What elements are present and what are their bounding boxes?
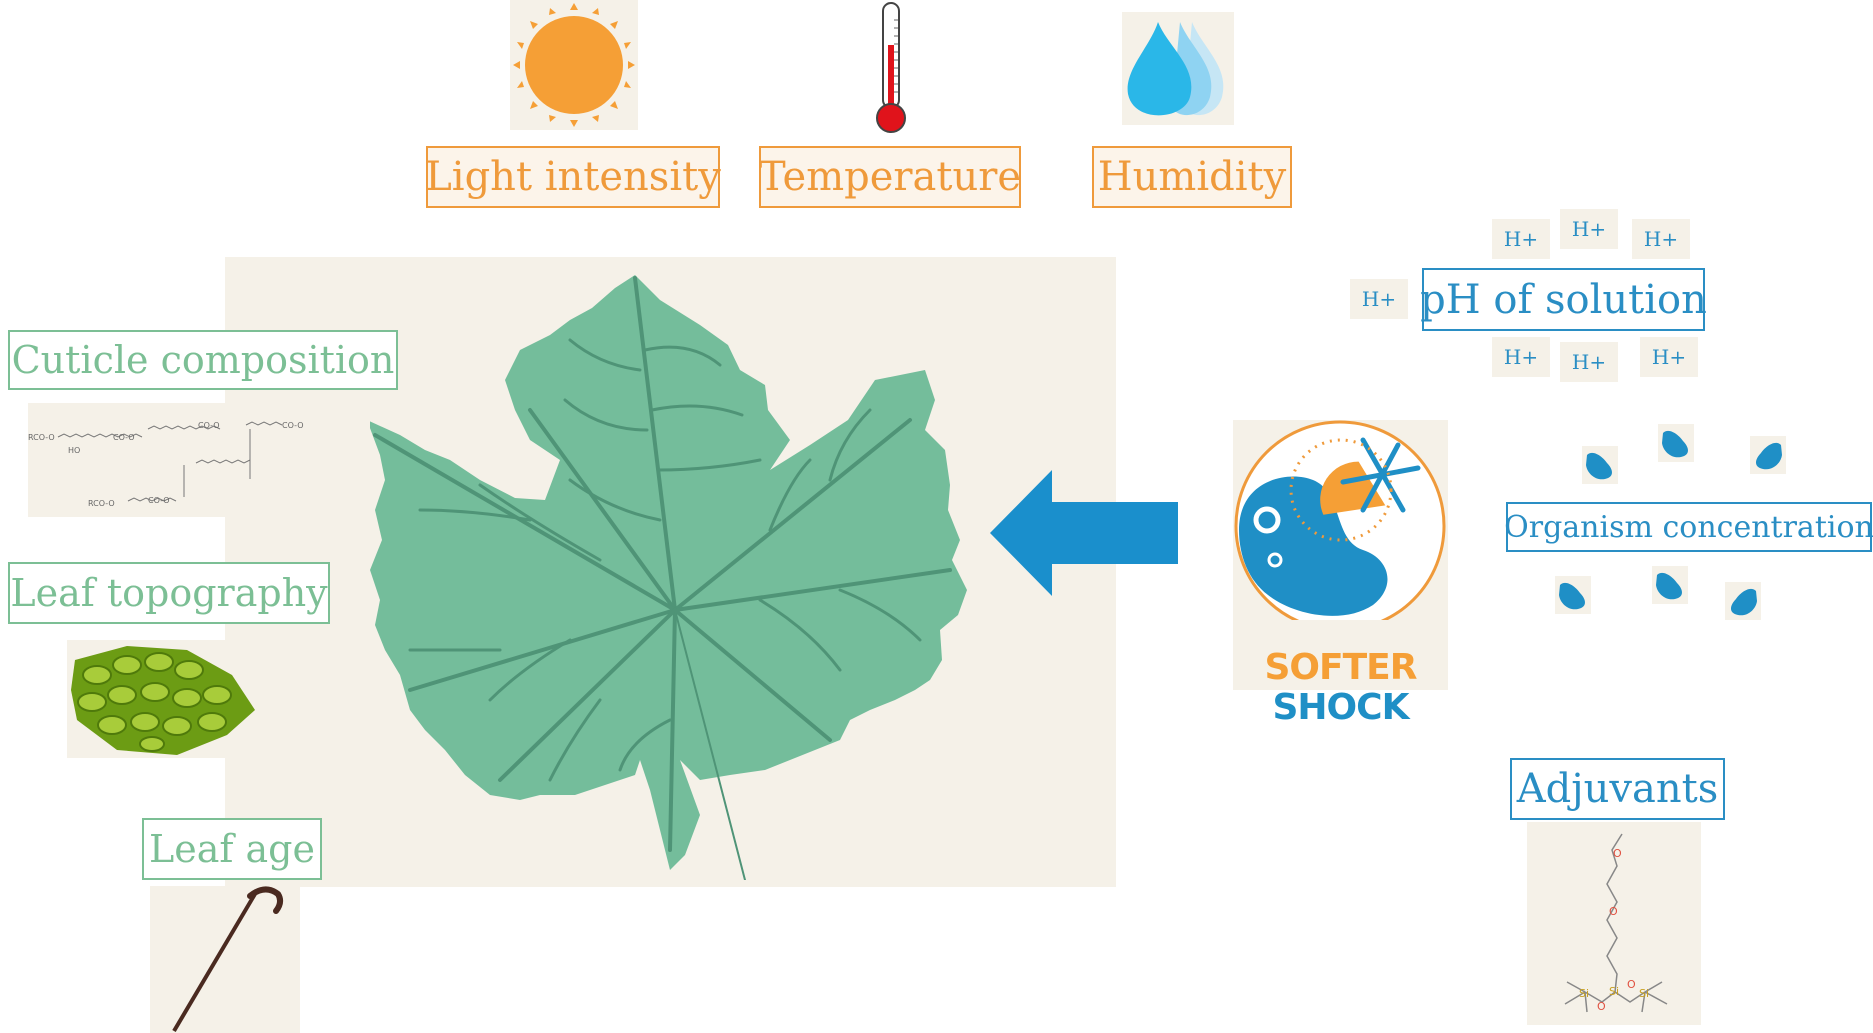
atom-oxygen: O bbox=[1609, 905, 1618, 918]
h-ion-6: H+ bbox=[1560, 342, 1618, 382]
logo-word-shock: SHOCK bbox=[1272, 687, 1410, 728]
h-ion-2: H+ bbox=[1560, 209, 1618, 249]
humidity-label: Humidity bbox=[1092, 146, 1292, 208]
atom-silicon: Si bbox=[1639, 987, 1649, 1000]
cuticle-group-3: CO-O bbox=[198, 421, 220, 430]
bacterium-icon bbox=[1652, 566, 1688, 604]
logo-word-softer: SOFTER bbox=[1264, 647, 1418, 688]
water-drops-icon bbox=[1122, 12, 1234, 125]
bacterium-icon bbox=[1725, 582, 1761, 620]
arrow-left-icon bbox=[990, 470, 1178, 596]
atom-oxygen: O bbox=[1597, 1000, 1606, 1013]
organism-concentration-label: Organism concentration bbox=[1504, 502, 1873, 552]
h-ion-3: H+ bbox=[1632, 219, 1690, 259]
temperature-label: Temperature bbox=[759, 146, 1021, 208]
atom-oxygen: O bbox=[1613, 847, 1622, 860]
atom-silicon: Si bbox=[1579, 987, 1589, 1000]
thermometer-icon bbox=[873, 0, 909, 135]
grape-leaf-icon bbox=[370, 270, 980, 880]
leaf-age-label: Leaf age bbox=[142, 818, 322, 880]
leaf-surface-image bbox=[67, 640, 255, 758]
light-intensity-label: Light intensity bbox=[425, 146, 721, 208]
bacterium-icon bbox=[1658, 424, 1694, 462]
h-ion-4: H+ bbox=[1350, 279, 1408, 319]
softer-shock-logo: SOFTER SHOCK bbox=[1233, 420, 1448, 728]
cuticle-group-7: HO bbox=[68, 446, 80, 455]
cuticle-molecule-image: RCO-O CO-O CO-O CO-O CO-O RCO-O HO bbox=[28, 403, 304, 517]
cuticle-group-2: CO-O bbox=[113, 433, 135, 442]
cuticle-group-4: CO-O bbox=[282, 421, 304, 430]
h-ion-7: H+ bbox=[1640, 337, 1698, 377]
h-ion-5: H+ bbox=[1492, 337, 1550, 377]
leaf-topography-label: Leaf topography bbox=[8, 562, 330, 624]
atom-silicon: Si bbox=[1609, 985, 1619, 998]
sun-icon bbox=[510, 0, 638, 130]
cuticle-group-5: CO-O bbox=[148, 496, 170, 505]
cuticle-group-6: RCO-O bbox=[88, 499, 115, 508]
ph-of-solution-label: pH of solution bbox=[1420, 268, 1707, 331]
walking-cane-image bbox=[150, 886, 300, 1033]
adjuvants-label: Adjuvants bbox=[1510, 758, 1725, 820]
adjuvant-molecule-image: O O Si Si Si O O bbox=[1527, 822, 1701, 1025]
cuticle-group-1: RCO-O bbox=[28, 433, 55, 442]
cuticle-composition-label: Cuticle composition bbox=[8, 330, 398, 390]
h-ion-1: H+ bbox=[1492, 219, 1550, 259]
bacterium-icon bbox=[1582, 446, 1618, 484]
bacterium-icon bbox=[1750, 436, 1786, 474]
atom-oxygen: O bbox=[1627, 978, 1636, 991]
bacterium-icon bbox=[1555, 576, 1591, 614]
